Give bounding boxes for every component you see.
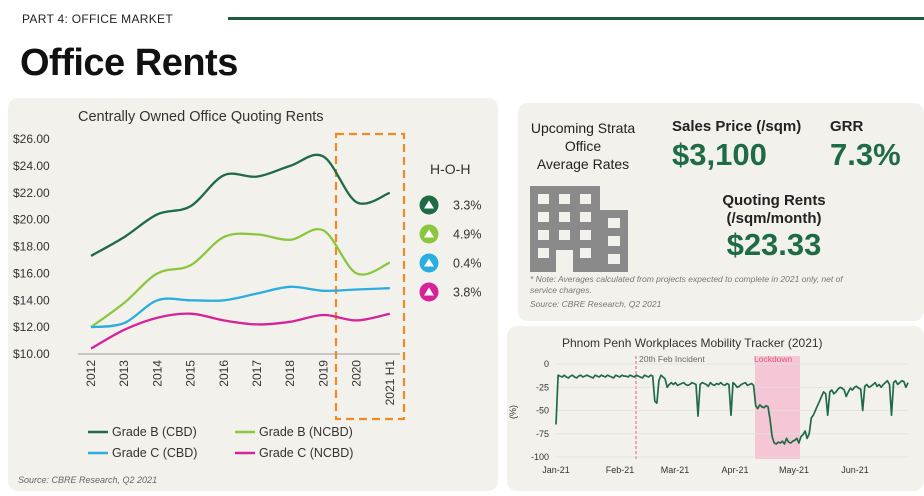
h1-highlight-box xyxy=(334,132,406,421)
sales-price-value: $3,100 xyxy=(672,137,767,172)
quoting-rents-label-2: (/sqm/month) xyxy=(726,210,822,227)
header-divider xyxy=(228,17,924,20)
rents-y-tick: $14.00 xyxy=(13,293,50,307)
hoh-value: 0.4% xyxy=(453,257,482,271)
mobility-x-tick: Jan-21 xyxy=(542,465,570,475)
incident-annotation: 20th Feb Incident xyxy=(639,354,705,364)
hoh-label: H-O-H xyxy=(430,161,470,177)
rents-x-tick: 2014 xyxy=(150,360,164,387)
mobility-title: Phnom Penh Workplaces Mobility Tracker (… xyxy=(562,336,823,350)
mobility-x-tick: Feb-21 xyxy=(606,465,635,475)
sales-price-label: Sales Price (/sqm) xyxy=(672,118,802,135)
rents-chart-panel: Centrally Owned Office Quoting Rents H-O… xyxy=(8,98,498,491)
section-label: PART 4: OFFICE MARKET xyxy=(22,12,173,26)
rents-x-tick: 2020 xyxy=(350,360,364,387)
quoting-rents-label-1: Quoting Rents xyxy=(722,192,826,209)
rents-x-tick: 2015 xyxy=(184,360,198,387)
hoh-arrow-glyph xyxy=(424,229,434,238)
rents-series-line xyxy=(90,228,391,329)
rents-series-line xyxy=(90,285,390,329)
hoh-value: 3.8% xyxy=(453,286,482,300)
legend-label: Grade B (NCBD) xyxy=(259,425,353,439)
strata-source: Source: CBRE Research, Q2 2021 xyxy=(530,299,662,309)
hoh-arrow-glyph xyxy=(424,258,434,267)
mobility-y-label: (%) xyxy=(508,405,518,419)
mobility-y-tick: -100 xyxy=(531,452,549,462)
mobility-plot: 0 -25 -50 -75 -100 Jan-21 Feb-21 Mar-21 Apr-21 Ma… xyxy=(531,359,909,475)
grr-label: GRR xyxy=(830,118,864,135)
mobility-y-tick: 0 xyxy=(544,359,549,369)
rents-y-tick: $10.00 xyxy=(13,347,50,361)
quoting-rents-value: $23.33 xyxy=(726,227,822,262)
strata-heading-line-2: Office xyxy=(564,138,602,154)
rents-chart: Centrally Owned Office Quoting Rents H-O… xyxy=(13,109,482,485)
lockdown-annotation: Lockdown xyxy=(754,354,793,364)
mobility-y-tick: -50 xyxy=(536,406,549,416)
hoh-arrow-glyph xyxy=(424,287,434,296)
office-building-icon xyxy=(530,186,628,272)
rents-y-tick: $26.00 xyxy=(13,132,50,146)
hoh-arrow-glyph xyxy=(424,200,434,209)
rents-series-line xyxy=(90,312,391,350)
mobility-x-tick: May-21 xyxy=(779,465,809,475)
rents-y-tick: $22.00 xyxy=(13,186,50,200)
rents-x-tick: 2017 xyxy=(250,360,264,387)
grr-value: 7.3% xyxy=(830,137,901,172)
legend-label: Grade C (NCBD) xyxy=(259,446,353,460)
rents-x-tick: 2012 xyxy=(84,360,98,387)
rents-series-line xyxy=(90,153,391,257)
mobility-x-tick: Mar-21 xyxy=(661,465,690,475)
quoting-rents-label: Quoting Rents (/sqm/month) xyxy=(692,192,856,228)
strata-note: * Note: Averages calculated from project… xyxy=(530,274,843,295)
mobility-x-tick: Apr-21 xyxy=(721,465,748,475)
rents-x-tick: 2021 H1 xyxy=(383,360,397,406)
rents-x-tick: 2013 xyxy=(117,360,131,387)
hoh-value: 3.3% xyxy=(453,199,482,213)
strata-heading-line-1: Upcoming Strata xyxy=(530,120,636,136)
page-title: Office Rents xyxy=(20,42,238,84)
strata-heading-line-3: Average Rates xyxy=(536,156,630,172)
mobility-chart-panel: Phnom Penh Workplaces Mobility Tracker (… xyxy=(507,326,924,491)
legend-label: Grade B (CBD) xyxy=(112,425,197,439)
mobility-y-tick: -25 xyxy=(536,382,549,392)
mobility-chart: Phnom Penh Workplaces Mobility Tracker (… xyxy=(508,336,909,475)
mobility-series-line xyxy=(555,374,909,445)
mobility-y-tick: -75 xyxy=(536,429,549,439)
rents-x-tick: 2019 xyxy=(316,360,330,387)
rents-plot: $10.00 $12.00 $14.00 $16.00 $18.00 $20.00 $22.… xyxy=(13,132,400,405)
rents-y-tick: $16.00 xyxy=(13,266,50,280)
rents-y-tick: $18.00 xyxy=(13,240,50,254)
rents-y-tick: $12.00 xyxy=(13,320,50,334)
rents-x-tick: 2018 xyxy=(283,360,297,387)
rents-x-tick: 2016 xyxy=(217,360,231,387)
mobility-x-tick: Jun-21 xyxy=(841,465,869,475)
legend-label: Grade C (CBD) xyxy=(112,446,197,460)
strata-panel: Upcoming Strata Office Average Rates Sal… xyxy=(518,103,924,321)
rents-y-tick: $24.00 xyxy=(13,159,50,173)
rents-y-tick: $20.00 xyxy=(13,213,50,227)
rents-source: Source: CBRE Research, Q2 2021 xyxy=(18,475,157,485)
rents-legend: Grade B (CBD) Grade B (NCBD) Grade C (CBD)… xyxy=(88,425,353,460)
rents-chart-title: Centrally Owned Office Quoting Rents xyxy=(78,109,324,125)
hoh-value: 4.9% xyxy=(453,228,482,242)
strata-heading: Upcoming Strata Office Average Rates xyxy=(524,119,642,173)
hoh-indicators: 3.3% 4.9% 0.4% 3.8% xyxy=(419,195,482,302)
